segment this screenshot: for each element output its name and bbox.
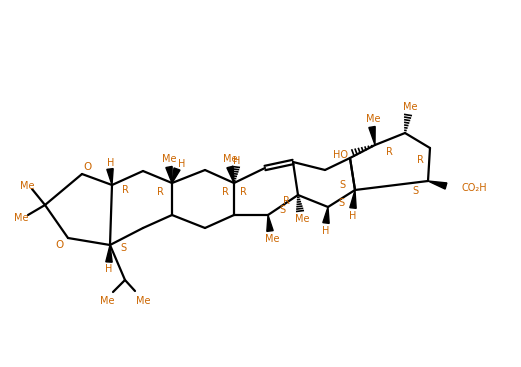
Text: R: R — [282, 196, 290, 206]
Text: O: O — [83, 162, 91, 172]
Polygon shape — [166, 166, 172, 183]
Text: Me: Me — [403, 102, 417, 112]
Text: S: S — [120, 243, 126, 253]
Text: H: H — [105, 264, 113, 274]
Text: CO₂H: CO₂H — [461, 183, 487, 193]
Text: Me: Me — [295, 214, 309, 224]
Text: S: S — [412, 186, 418, 196]
Text: H: H — [233, 156, 241, 166]
Polygon shape — [350, 190, 356, 208]
Text: Me: Me — [265, 234, 279, 244]
Text: R: R — [240, 187, 246, 197]
Text: H: H — [322, 226, 330, 236]
Text: O: O — [56, 240, 64, 250]
Text: R: R — [417, 155, 424, 165]
Polygon shape — [369, 127, 375, 145]
Polygon shape — [107, 168, 113, 185]
Text: S: S — [279, 205, 285, 215]
Text: S: S — [339, 180, 345, 190]
Text: Me: Me — [136, 296, 150, 306]
Text: Me: Me — [20, 181, 34, 191]
Text: R: R — [221, 187, 228, 197]
Polygon shape — [267, 215, 273, 232]
Text: R: R — [121, 185, 129, 195]
Text: HO: HO — [332, 150, 348, 160]
Text: S: S — [338, 198, 344, 208]
Polygon shape — [323, 207, 329, 224]
Polygon shape — [428, 181, 447, 189]
Text: Me: Me — [100, 296, 114, 306]
Polygon shape — [172, 168, 180, 183]
Text: Me: Me — [223, 154, 237, 164]
Text: H: H — [178, 159, 185, 169]
Polygon shape — [106, 245, 112, 262]
Text: Me: Me — [162, 154, 176, 164]
Text: H: H — [107, 158, 115, 168]
Text: Me: Me — [14, 213, 28, 223]
Text: H: H — [349, 211, 357, 221]
Polygon shape — [227, 166, 234, 183]
Text: R: R — [157, 187, 164, 197]
Text: Me: Me — [366, 114, 380, 124]
Text: R: R — [386, 147, 392, 157]
